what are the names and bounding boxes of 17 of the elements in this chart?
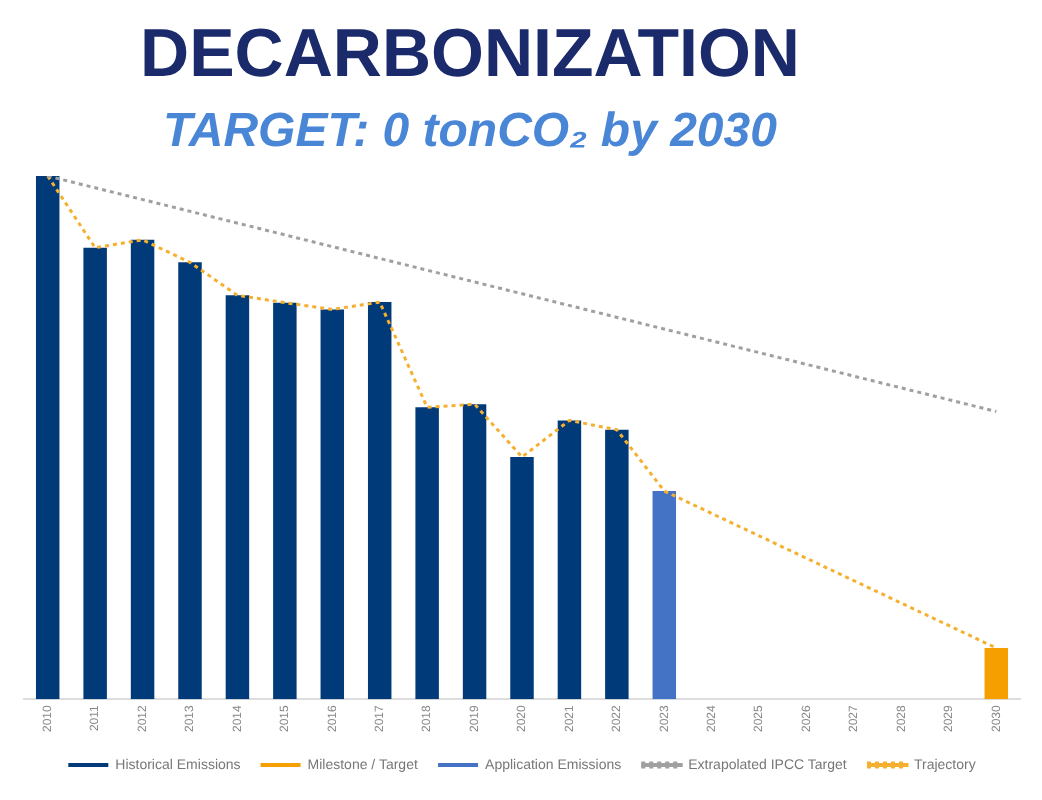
bar xyxy=(225,295,250,700)
bar xyxy=(415,407,439,700)
bar xyxy=(178,262,202,700)
bar xyxy=(557,420,582,700)
bar xyxy=(35,176,60,700)
bar xyxy=(83,247,107,700)
bar xyxy=(273,302,297,700)
bar xyxy=(320,309,345,700)
bar xyxy=(462,404,487,700)
bar xyxy=(510,457,534,700)
bar xyxy=(367,302,392,700)
chart-subtitle: TARGET: 0 tonCO₂ by 2030 xyxy=(161,104,779,160)
bar xyxy=(605,429,629,700)
bar xyxy=(984,648,1009,700)
bar xyxy=(652,491,677,700)
chart-title: DECARBONIZATION xyxy=(138,16,802,94)
bar xyxy=(130,239,155,700)
